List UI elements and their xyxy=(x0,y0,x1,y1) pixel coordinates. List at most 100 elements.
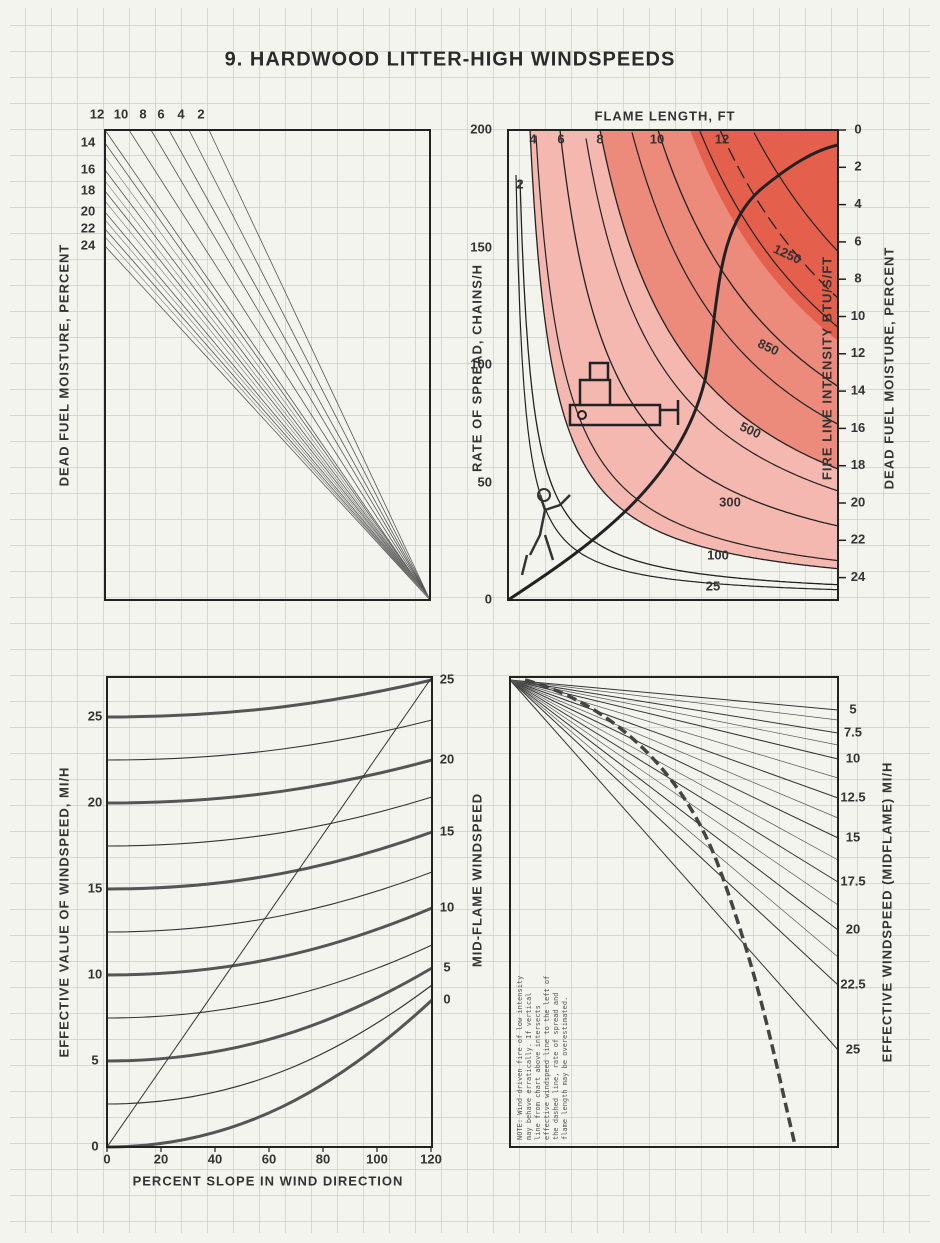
guide-line xyxy=(208,129,431,601)
flame-length-curve xyxy=(657,129,839,387)
windspeed-line xyxy=(509,679,839,760)
note-text: effective windspeed line to the left of xyxy=(543,976,551,1140)
guide-line xyxy=(104,219,431,601)
y-tick-label: 0 xyxy=(91,1138,98,1153)
windspeed-label: 10 xyxy=(846,750,860,765)
windspeed-curve xyxy=(106,796,433,847)
moisture-label: 22 xyxy=(81,220,95,235)
axis-title: FLAME LENGTH, FT xyxy=(595,108,736,123)
guide-line xyxy=(150,129,431,601)
moisture-label: 24 xyxy=(81,237,96,252)
windspeed-label: 15 xyxy=(846,829,860,844)
rate-tick-label: 50 xyxy=(478,474,492,489)
windspeed-curve xyxy=(106,719,433,761)
axis-title: FIRE LINE INTENSITY BTU/S/FT xyxy=(819,256,834,480)
note-text: NOTE: Wind-driven fire of low intensity xyxy=(516,976,524,1140)
intensity-curve xyxy=(699,131,839,328)
intensity-region xyxy=(690,130,838,341)
midflame-label: 0 xyxy=(443,991,450,1006)
moisture-tick-label: 24 xyxy=(851,569,866,584)
bulldozer-icon xyxy=(568,361,680,427)
windspeed-curve xyxy=(106,830,433,891)
x-tick-label: 80 xyxy=(316,1151,330,1166)
windspeed-label: 7.5 xyxy=(844,724,862,739)
flame-length-curve xyxy=(529,129,839,570)
flame-length-curve xyxy=(599,129,839,470)
windspeed-line xyxy=(509,679,839,986)
x-tick-label: 40 xyxy=(208,1151,222,1166)
windspeed-curve xyxy=(106,998,434,1149)
bulldozer-wheel xyxy=(577,410,587,420)
intensity-curve xyxy=(753,132,839,252)
windspeed-curve xyxy=(106,966,433,1063)
moisture-tick-label: 18 xyxy=(851,457,865,472)
x-tick-label: 60 xyxy=(262,1151,276,1166)
note-text: flame length may be overestimated. xyxy=(561,997,569,1140)
y-tick-label: 20 xyxy=(88,794,102,809)
firefighter-icon xyxy=(520,494,571,576)
windspeed-curve xyxy=(106,871,433,933)
firefighter-head xyxy=(537,488,551,502)
title: 9. HARDWOOD LITTER-HIGH WINDSPEEDS xyxy=(225,48,676,70)
windspeed-line xyxy=(509,679,839,721)
intensity-label: 100 xyxy=(707,547,729,562)
moisture-tick-label: 16 xyxy=(851,420,865,435)
intensity-label: 300 xyxy=(719,494,741,509)
moisture-label: 16 xyxy=(81,161,95,176)
axis-title: EFFECTIVE VALUE OF WINDSPEED, MI/H xyxy=(56,767,71,1058)
windspeed-label: 20 xyxy=(846,921,860,936)
rate-tick-label: 100 xyxy=(470,356,492,371)
flame-length-curve xyxy=(719,129,839,299)
rate-tick-label: 0 xyxy=(485,591,492,606)
flame-label: 10 xyxy=(650,131,664,146)
midflame-label: 10 xyxy=(440,899,454,914)
guide-line xyxy=(104,169,431,601)
guide-line xyxy=(104,180,431,601)
flame-length-curve xyxy=(519,179,839,586)
moisture-tick-label: 0 xyxy=(854,121,861,136)
windspeed-line xyxy=(509,679,839,861)
windspeed-curve xyxy=(106,906,433,977)
midflame-label: 25 xyxy=(440,671,454,686)
moisture-tick-label: 4 xyxy=(854,196,862,211)
guide-line xyxy=(168,129,431,601)
note-text: the dashed line, rate of spread and xyxy=(552,992,560,1140)
guide-line xyxy=(104,142,431,601)
guide-line xyxy=(104,156,431,601)
flame-length-curve xyxy=(559,129,839,527)
flame-label: 6 xyxy=(557,131,564,146)
axis-title: RATE OF SPREAD, CHAINS/H xyxy=(469,264,484,472)
moisture-label: 12 xyxy=(90,106,104,121)
moisture-label: 10 xyxy=(114,106,128,121)
guide-line xyxy=(104,245,431,601)
windspeed-curve xyxy=(106,944,433,1019)
moisture-tick-label: 14 xyxy=(851,383,866,398)
windspeed-curve xyxy=(106,758,433,805)
axis-title: DEAD FUEL MOISTURE, PERCENT xyxy=(56,244,71,487)
windspeed-label: 25 xyxy=(846,1041,860,1056)
x-tick-label: 0 xyxy=(103,1151,110,1166)
windspeed-label: 22.5 xyxy=(840,976,865,991)
windspeed-line xyxy=(509,679,839,839)
moisture-label: 4 xyxy=(177,106,185,121)
midflame-label: 20 xyxy=(440,751,454,766)
moisture-tick-label: 10 xyxy=(851,308,865,323)
flame-label: 2 xyxy=(516,176,523,191)
moisture-tick-label: 12 xyxy=(851,345,865,360)
windspeed-label: 5 xyxy=(849,701,856,716)
axis-title: MID-FLAME WINDSPEED xyxy=(469,793,484,967)
windspeed-label: 12.5 xyxy=(840,789,865,804)
guide-line xyxy=(128,129,431,601)
flame-label: 12 xyxy=(715,131,729,146)
x-tick-label: 120 xyxy=(420,1151,442,1166)
windspeed-line xyxy=(509,679,839,931)
slope-line xyxy=(106,676,433,1148)
panel-frame xyxy=(509,676,839,1148)
panel-frame xyxy=(507,129,839,601)
windspeed-curve xyxy=(106,984,433,1105)
guide-line xyxy=(104,236,431,601)
moisture-tick-label: 8 xyxy=(854,271,861,286)
x-tick-label: 100 xyxy=(366,1151,388,1166)
intensity-curve xyxy=(631,132,839,425)
